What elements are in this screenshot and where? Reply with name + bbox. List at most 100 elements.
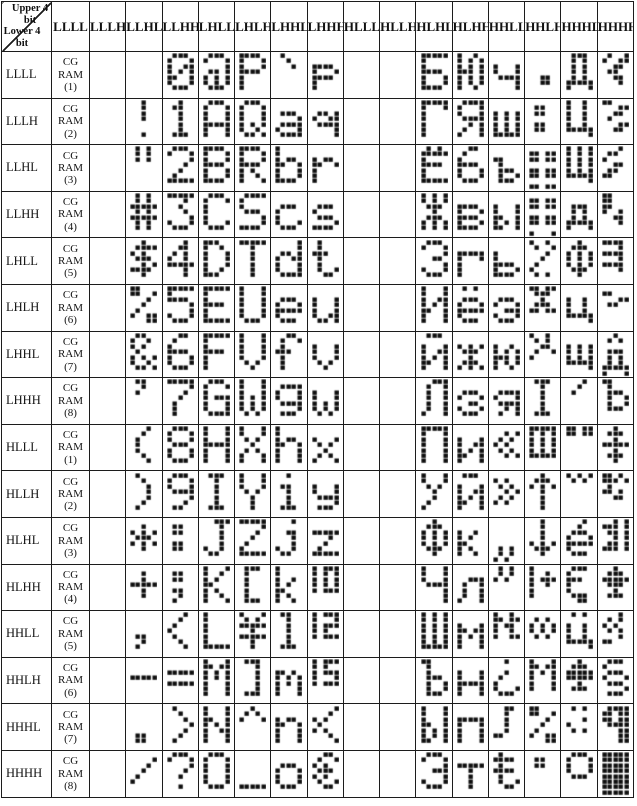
- col-header-LLLH: LLLH: [88, 1, 127, 52]
- table-row-HHHH: HHHH CG RAM (8): [1, 749, 635, 798]
- glyph-cell-HHHH-LLLL: [596, 51, 635, 99]
- glyph-cell-HHHL-LHHL: [560, 330, 598, 379]
- dot-matrix-glyph: [166, 332, 194, 377]
- cgram-cell-HHHH: CG RAM (8): [51, 749, 90, 798]
- dot-matrix-glyph: [202, 239, 230, 284]
- glyph-cell-HHHL-HLLL: [560, 423, 598, 472]
- empty-cell-HLLH-LLLH: [379, 97, 417, 146]
- cgram-cell-HLHH: CG RAM (4): [51, 563, 90, 612]
- dot-matrix-glyph: [565, 426, 593, 470]
- dot-matrix-glyph: [275, 332, 303, 377]
- dot-matrix-glyph: [275, 612, 303, 657]
- glyph-cell-HHHL-HHHL: [560, 703, 598, 751]
- dot-matrix-glyph: [529, 565, 557, 610]
- dot-matrix-glyph: [529, 193, 557, 237]
- dot-matrix-glyph: [420, 752, 448, 797]
- dot-matrix-glyph: [529, 286, 557, 331]
- dot-matrix-glyph: [456, 565, 484, 610]
- dot-matrix-glyph: [202, 612, 230, 657]
- glyph-cell-HHLL-LLHH: [487, 190, 526, 239]
- dot-matrix-glyph: [420, 379, 448, 424]
- glyph-cell-LHLL-LHLH: [197, 283, 236, 332]
- dot-matrix-glyph: [239, 472, 267, 517]
- empty-cell-HLLL-LHHH: [342, 377, 381, 425]
- glyph-cell-LLHH-HLLH: [161, 470, 199, 518]
- glyph-cell-LLHL-HLLH: [125, 470, 163, 518]
- dot-matrix-glyph: [565, 612, 593, 657]
- dot-matrix-glyph: [311, 659, 339, 703]
- empty-cell-HLLH-HLLH: [379, 470, 417, 518]
- col-header-LLLL: LLLL: [51, 1, 90, 52]
- dot-matrix-glyph: [601, 565, 629, 610]
- glyph-cell-HHHH-HHHL: [596, 703, 635, 751]
- glyph-cell-HLHL-HLHL: [415, 516, 453, 565]
- empty-cell-LLLH-LLHH: [88, 190, 127, 239]
- glyph-cell-HHLL-LHLH: [487, 283, 526, 332]
- glyph-cell-HLHH-LHLH: [451, 283, 489, 332]
- glyph-cell-LLHH-LLLL: [161, 51, 199, 99]
- dot-matrix-glyph: [166, 53, 194, 98]
- dot-matrix-glyph: [456, 659, 484, 703]
- glyph-cell-LLHL-LLHH: [125, 190, 163, 239]
- dot-matrix-glyph: [456, 239, 484, 284]
- glyph-cell-HLHL-LHLL: [415, 237, 453, 285]
- dot-matrix-glyph: [311, 146, 339, 191]
- glyph-cell-HLHH-HLLL: [451, 423, 489, 472]
- corner-lower-label: Lower 4 bit: [3, 25, 41, 49]
- glyph-cell-HLHH-HHHL: [451, 703, 489, 751]
- table-row-HLLH: HLLH CG RAM (2): [1, 470, 635, 518]
- dot-matrix-glyph: [166, 612, 194, 657]
- dot-matrix-glyph: [239, 519, 267, 564]
- table-row-LHLH: LHLH CG RAM (6): [1, 283, 635, 332]
- dot-matrix-glyph: [275, 519, 303, 564]
- dot-matrix-glyph: [529, 53, 557, 98]
- dot-matrix-glyph: [311, 612, 339, 657]
- glyph-cell-HLHH-HHLH: [451, 656, 489, 705]
- dot-matrix-glyph: [275, 239, 303, 284]
- empty-cell-HLLL-LLHL: [342, 144, 381, 192]
- row-header-HLLH: HLLH: [1, 470, 52, 518]
- dot-matrix-glyph: [565, 286, 593, 331]
- dot-matrix-glyph: [275, 379, 303, 424]
- row-header-HLHH: HLHH: [1, 563, 52, 612]
- dot-matrix-glyph: [239, 286, 267, 331]
- glyph-cell-LHLL-LHHH: [197, 377, 236, 425]
- glyph-cell-HLHL-LHLH: [415, 283, 453, 332]
- dot-matrix-glyph: [202, 332, 230, 377]
- glyph-cell-LLHL-HHHL: [125, 703, 163, 751]
- glyph-cell-HLHL-LHHH: [415, 377, 453, 425]
- dot-matrix-glyph: [493, 519, 521, 564]
- empty-cell-HLLL-HHLL: [342, 610, 381, 658]
- dot-matrix-glyph: [456, 752, 484, 797]
- glyph-cell-HHLL-LLHL: [487, 144, 526, 192]
- dot-matrix-glyph: [529, 426, 557, 470]
- dot-matrix-glyph: [529, 612, 557, 657]
- dot-matrix-glyph: [239, 752, 267, 797]
- dot-matrix-glyph: [166, 379, 194, 424]
- dot-matrix-glyph: [420, 286, 448, 331]
- dot-matrix-glyph: [601, 53, 629, 98]
- dot-matrix-glyph: [601, 519, 629, 564]
- dot-matrix-glyph: [420, 426, 448, 470]
- table-row-LHLL: LHLL CG RAM (5): [1, 237, 635, 285]
- glyph-cell-HLHL-HHLL: [415, 610, 453, 658]
- empty-cell-HLLL-HLLL: [342, 423, 381, 472]
- row-header-LLLH: LLLH: [1, 97, 52, 146]
- glyph-cell-HLHL-HLLL: [415, 423, 453, 472]
- dot-matrix-glyph: [493, 472, 521, 517]
- table-row-HHLL: HHLL CG RAM (5): [1, 610, 635, 658]
- row-header-LHLH: LHLH: [1, 283, 52, 332]
- empty-cell-HLLL-LLLH: [342, 97, 381, 146]
- dot-matrix-glyph: [493, 752, 521, 797]
- table-row-HLHH: HLHH CG RAM (4): [1, 563, 635, 612]
- cgram-cell-LLHH: CG RAM (4): [51, 190, 90, 239]
- glyph-cell-LLHL-LHHH: [125, 377, 163, 425]
- dot-matrix-glyph: [601, 99, 629, 144]
- dot-matrix-glyph: [565, 239, 593, 284]
- dot-matrix-glyph: [130, 146, 158, 191]
- dot-matrix-glyph: [565, 705, 593, 750]
- glyph-cell-HHLH-LLHH: [524, 190, 562, 239]
- dot-matrix-glyph: [456, 519, 484, 564]
- glyph-cell-HHLL-HHLH: [487, 656, 526, 705]
